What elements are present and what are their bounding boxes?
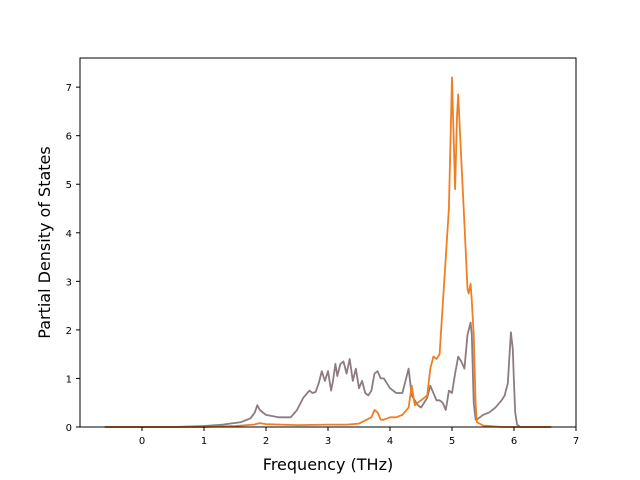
x-tick-label: 1 — [201, 436, 207, 447]
x-tick-label: 3 — [325, 436, 331, 447]
y-tick-label: 7 — [66, 83, 72, 94]
y-tick-label: 2 — [66, 326, 72, 337]
y-tick-label: 4 — [66, 229, 72, 240]
x-tick-label: 7 — [573, 436, 579, 447]
y-tick-label: 3 — [66, 277, 72, 288]
series-line-2 — [104, 76, 552, 428]
series-layer — [104, 76, 552, 428]
x-tick-label: 5 — [449, 436, 455, 447]
x-axis-ticks: 0 1 2 3 4 5 6 7 — [139, 427, 579, 447]
y-tick-label: 0 — [66, 423, 72, 434]
x-axis-label: Frequency (THz) — [263, 455, 393, 474]
y-tick-label: 5 — [66, 180, 72, 191]
y-axis-label: Partial Density of States — [35, 146, 54, 338]
x-tick-label: 4 — [387, 436, 393, 447]
x-tick-label: 2 — [263, 436, 269, 447]
y-axis-ticks: 0 1 2 3 4 5 6 7 — [66, 83, 80, 434]
y-tick-label: 6 — [66, 132, 72, 143]
x-tick-label: 6 — [511, 436, 517, 447]
y-tick-label: 1 — [66, 374, 72, 385]
x-tick-label: 0 — [139, 436, 145, 447]
